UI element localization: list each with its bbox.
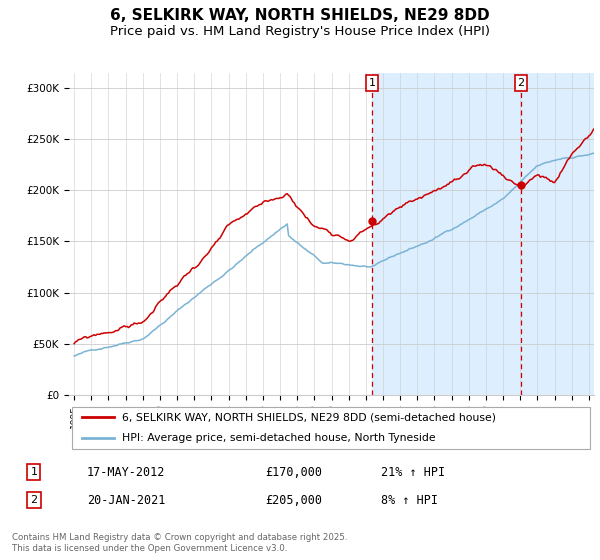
Text: 8% ↑ HPI: 8% ↑ HPI <box>380 493 437 507</box>
Text: 17-MAY-2012: 17-MAY-2012 <box>87 465 165 479</box>
Text: £205,000: £205,000 <box>265 493 322 507</box>
Text: 21% ↑ HPI: 21% ↑ HPI <box>380 465 445 479</box>
Text: 6, SELKIRK WAY, NORTH SHIELDS, NE29 8DD: 6, SELKIRK WAY, NORTH SHIELDS, NE29 8DD <box>110 8 490 24</box>
Text: 1: 1 <box>368 78 376 88</box>
Text: 2: 2 <box>518 78 524 88</box>
Text: Price paid vs. HM Land Registry's House Price Index (HPI): Price paid vs. HM Land Registry's House … <box>110 25 490 38</box>
Text: 2: 2 <box>31 495 37 505</box>
Text: 6, SELKIRK WAY, NORTH SHIELDS, NE29 8DD (semi-detached house): 6, SELKIRK WAY, NORTH SHIELDS, NE29 8DD … <box>121 412 496 422</box>
Text: £170,000: £170,000 <box>265 465 322 479</box>
Text: 20-JAN-2021: 20-JAN-2021 <box>87 493 165 507</box>
Text: Contains HM Land Registry data © Crown copyright and database right 2025.
This d: Contains HM Land Registry data © Crown c… <box>12 533 347 553</box>
FancyBboxPatch shape <box>71 407 590 449</box>
Bar <box>372 73 600 395</box>
Text: 1: 1 <box>31 467 37 477</box>
Text: HPI: Average price, semi-detached house, North Tyneside: HPI: Average price, semi-detached house,… <box>121 433 435 444</box>
